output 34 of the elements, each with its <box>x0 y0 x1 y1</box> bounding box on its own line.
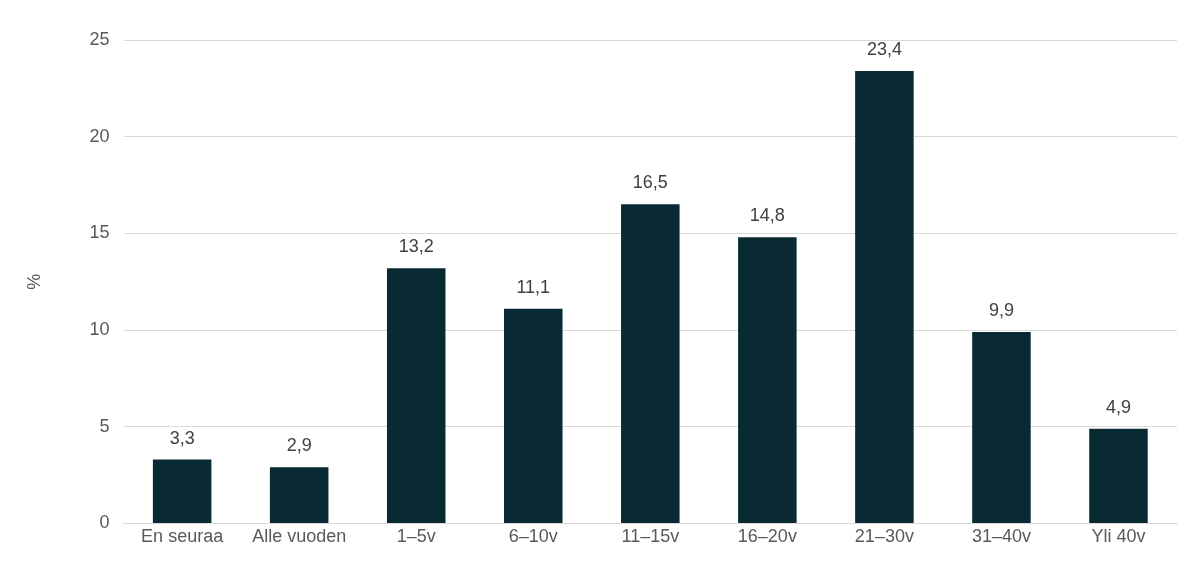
data-label: 14,8 <box>749 205 785 226</box>
x-tick-label: 21–30v <box>854 526 914 547</box>
x-tick-label: 1–5v <box>396 526 436 547</box>
data-label: 2,9 <box>286 435 312 456</box>
bar <box>152 459 212 523</box>
data-label: 13,2 <box>398 236 434 257</box>
bar <box>621 204 680 523</box>
data-label: 11,1 <box>516 276 551 297</box>
bar <box>1089 428 1148 523</box>
data-label: 16,5 <box>632 172 668 193</box>
x-tick-label: 6–10v <box>508 526 558 547</box>
data-label: 4,9 <box>1105 396 1131 417</box>
bar <box>504 308 563 523</box>
y-tick-label: 20 <box>89 125 110 146</box>
y-axis-title: % <box>23 273 44 290</box>
bar <box>972 331 1031 523</box>
y-tick-label: 25 <box>89 28 110 49</box>
data-label: 9,9 <box>988 299 1014 320</box>
bar <box>269 467 329 523</box>
x-tick-label: En seuraa <box>141 526 225 547</box>
x-tick-label: 11–15v <box>621 526 680 547</box>
bar <box>855 70 914 523</box>
y-tick-label: 0 <box>99 512 110 533</box>
x-tick-label: 16–20v <box>737 526 797 547</box>
y-tick-label: 10 <box>89 319 110 340</box>
bar <box>738 237 797 523</box>
data-label: 23,4 <box>866 38 902 59</box>
x-tick-label: 31–40v <box>971 526 1031 547</box>
data-label: 3,3 <box>169 427 195 448</box>
y-tick-label: 15 <box>89 222 110 243</box>
bar <box>386 268 446 523</box>
x-tick-label: Yli 40v <box>1091 526 1146 547</box>
y-tick-label: 5 <box>99 415 110 436</box>
x-tick-label: Alle vuoden <box>252 526 347 547</box>
